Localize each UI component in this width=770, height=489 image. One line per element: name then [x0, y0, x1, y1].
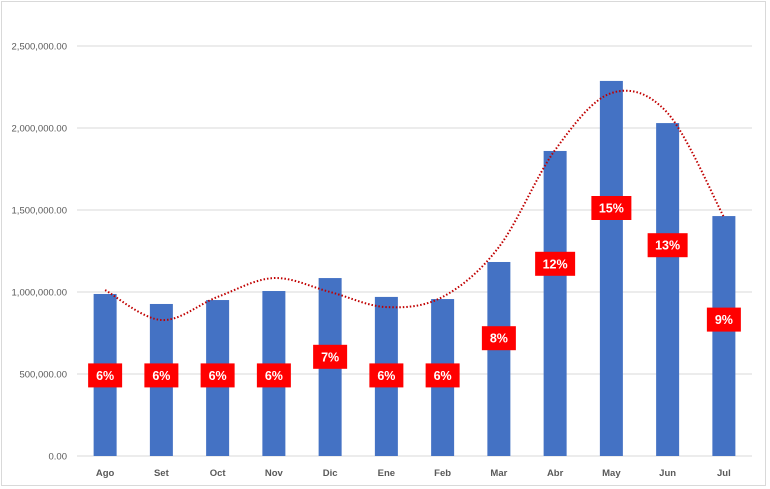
x-axis-ticks: Ago Set Oct Nov Dic Ene Feb Mar Abr May Jun Jul [96, 468, 731, 479]
x-tick-label: Dic [323, 468, 338, 479]
gridlines [77, 45, 752, 457]
y-tick-label: 2,500,000.00 [12, 42, 67, 53]
percent-label-jun: 13% [647, 233, 688, 258]
percent-label-may: 15% [591, 196, 632, 220]
percent-label-text: 6% [96, 369, 114, 383]
y-axis-ticks: 0.00 500,000.00 1,000,000.00 1,500,000.00 2,… [12, 42, 67, 463]
percent-label-box [647, 233, 688, 258]
percent-label-text: 6% [265, 369, 283, 383]
percent-label-text: 7% [321, 350, 339, 364]
percent-labels: 6% 6% 6% 6% 7% 6% 6% 8% 12% 15% 13% 9% [88, 196, 741, 388]
percent-label-box [535, 251, 576, 276]
y-tick-label: 500,000.00 [19, 370, 67, 381]
percent-label-text: 6% [377, 369, 395, 383]
percent-label-oct: 6% [200, 363, 235, 388]
y-tick-label: 1,000,000.00 [12, 288, 67, 299]
percent-label-text: 13% [655, 239, 680, 253]
percent-label-text: 6% [209, 369, 227, 383]
percent-label-box [481, 326, 516, 351]
bar-jul [712, 216, 736, 456]
percent-label-box [200, 363, 235, 388]
percent-label-mar: 8% [481, 326, 516, 351]
y-tick-label: 0.00 [49, 452, 68, 463]
y-tick-label: 2,000,000.00 [12, 124, 67, 135]
percent-label-ene: 6% [369, 363, 404, 388]
percent-label-feb: 6% [425, 363, 460, 388]
percent-label-box [256, 363, 291, 388]
x-tick-label: Jul [717, 468, 731, 479]
percent-label-box [425, 363, 460, 388]
x-tick-label: Ene [378, 468, 395, 479]
bar-abr [543, 150, 567, 456]
x-tick-label: Feb [434, 468, 451, 479]
percent-label-text: 12% [543, 257, 568, 271]
percent-label-text: 8% [490, 332, 508, 346]
y-tick-label: 1,500,000.00 [12, 206, 67, 217]
x-tick-label: Jun [659, 468, 676, 479]
percent-label-jul: 9% [706, 307, 741, 332]
x-tick-label: Oct [210, 468, 227, 479]
percent-label-text: 6% [434, 369, 452, 383]
percent-label-box [88, 363, 123, 388]
bar-mar [487, 261, 511, 456]
x-tick-label: Abr [547, 468, 564, 479]
percent-label-ago: 6% [88, 363, 123, 388]
percent-label-box [144, 363, 179, 388]
bars [93, 80, 736, 456]
x-tick-label: Set [154, 468, 170, 479]
percent-label-box [706, 307, 741, 332]
percent-label-text: 15% [599, 202, 624, 216]
percent-label-abr: 12% [535, 251, 576, 276]
bar-may [599, 80, 623, 456]
percent-label-text: 6% [152, 369, 170, 383]
x-tick-label: May [602, 468, 621, 479]
x-tick-label: Ago [96, 468, 115, 479]
x-tick-label: Mar [490, 468, 507, 479]
percent-label-box [313, 344, 348, 369]
percent-label-box [591, 196, 632, 220]
x-tick-label: Nov [265, 468, 284, 479]
percent-label-nov: 6% [256, 363, 291, 388]
percent-label-dic: 7% [313, 344, 348, 369]
bar-jun [656, 123, 680, 456]
percent-label-box [369, 363, 404, 388]
percent-label-text: 9% [715, 313, 733, 327]
percent-label-set: 6% [144, 363, 179, 388]
